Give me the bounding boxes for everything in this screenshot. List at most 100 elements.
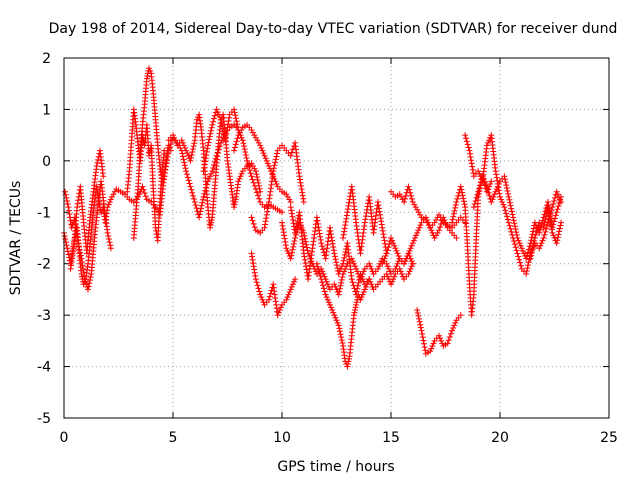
data-point bbox=[251, 132, 258, 139]
data-point bbox=[283, 296, 290, 303]
data-point bbox=[547, 220, 554, 227]
data-point bbox=[557, 196, 564, 203]
data-point bbox=[542, 228, 549, 235]
data-point bbox=[265, 296, 272, 303]
data-point bbox=[485, 189, 492, 196]
data-point bbox=[62, 236, 69, 243]
data-point bbox=[411, 201, 418, 208]
data-point bbox=[528, 252, 535, 259]
data-point bbox=[409, 199, 416, 205]
data-point bbox=[355, 279, 362, 286]
data-point bbox=[201, 161, 208, 168]
data-point bbox=[430, 340, 437, 347]
data-point bbox=[265, 163, 272, 169]
data-point bbox=[233, 118, 240, 125]
data-point bbox=[362, 283, 369, 290]
data-point bbox=[467, 154, 474, 160]
data-point bbox=[337, 265, 344, 272]
data-point bbox=[61, 232, 68, 239]
data-point bbox=[204, 145, 211, 152]
data-point bbox=[407, 265, 414, 272]
data-point bbox=[535, 222, 542, 229]
data-point bbox=[255, 182, 262, 189]
data-point bbox=[183, 147, 190, 154]
data-point bbox=[507, 225, 514, 232]
data-point bbox=[505, 219, 512, 226]
data-point bbox=[558, 193, 565, 200]
data-point bbox=[556, 200, 563, 207]
data-point bbox=[361, 219, 368, 226]
data-point bbox=[408, 242, 415, 249]
data-point bbox=[328, 231, 335, 238]
data-point bbox=[506, 222, 513, 229]
data-point bbox=[336, 328, 343, 335]
data-point bbox=[260, 150, 267, 157]
data-point bbox=[66, 211, 73, 217]
data-point bbox=[519, 247, 526, 254]
data-point bbox=[531, 235, 538, 241]
data-point bbox=[68, 259, 75, 265]
data-point bbox=[170, 132, 176, 139]
data-point bbox=[349, 258, 356, 265]
data-point bbox=[292, 276, 299, 283]
data-point bbox=[64, 245, 71, 252]
data-point bbox=[438, 337, 445, 344]
data-point bbox=[541, 221, 548, 228]
data-point bbox=[546, 210, 553, 217]
data-point bbox=[74, 204, 81, 211]
data-point bbox=[188, 186, 195, 193]
data-point bbox=[107, 242, 114, 249]
data-point bbox=[451, 322, 458, 329]
data-point bbox=[420, 337, 427, 344]
data-point bbox=[242, 149, 249, 156]
data-point bbox=[341, 228, 348, 235]
data-point bbox=[548, 223, 555, 230]
data-point bbox=[267, 290, 274, 297]
data-point bbox=[276, 307, 283, 313]
data-point bbox=[190, 143, 197, 150]
data-point bbox=[433, 232, 440, 239]
data-point bbox=[539, 237, 546, 244]
data-point bbox=[250, 263, 257, 270]
data-point bbox=[556, 228, 563, 235]
data-point bbox=[378, 218, 385, 225]
data-point bbox=[255, 285, 262, 292]
data-point bbox=[453, 235, 460, 241]
data-point bbox=[410, 237, 417, 244]
data-point bbox=[324, 296, 331, 303]
y-axis-label: SDTVAR / TECUs bbox=[8, 181, 24, 296]
data-point bbox=[241, 146, 248, 153]
data-point bbox=[288, 207, 295, 214]
data-point bbox=[517, 242, 524, 249]
data-point bbox=[178, 137, 185, 144]
data-point bbox=[379, 260, 386, 267]
data-point bbox=[303, 241, 310, 248]
data-point bbox=[286, 289, 293, 295]
data-point bbox=[526, 256, 533, 263]
data-point bbox=[503, 213, 510, 220]
data-point bbox=[517, 262, 524, 269]
data-point bbox=[510, 217, 517, 224]
data-point bbox=[311, 265, 318, 272]
data-point bbox=[302, 238, 309, 245]
data-point bbox=[105, 236, 112, 243]
data-point bbox=[336, 325, 343, 332]
data-point bbox=[105, 201, 112, 208]
data-point bbox=[470, 204, 477, 211]
data-point bbox=[550, 232, 557, 239]
data-point bbox=[184, 150, 191, 157]
data-point bbox=[549, 229, 556, 236]
data-point bbox=[263, 211, 270, 218]
data-point bbox=[204, 142, 211, 149]
data-point bbox=[184, 174, 191, 181]
data-point bbox=[342, 218, 349, 225]
data-point bbox=[435, 332, 442, 339]
data-point bbox=[293, 223, 300, 230]
data-point bbox=[413, 232, 420, 239]
data-point bbox=[197, 208, 204, 215]
data-point bbox=[368, 265, 375, 272]
y-tick-label: 1 bbox=[42, 102, 51, 118]
data-point bbox=[231, 109, 238, 116]
data-point bbox=[326, 224, 333, 231]
data-point bbox=[527, 240, 534, 247]
